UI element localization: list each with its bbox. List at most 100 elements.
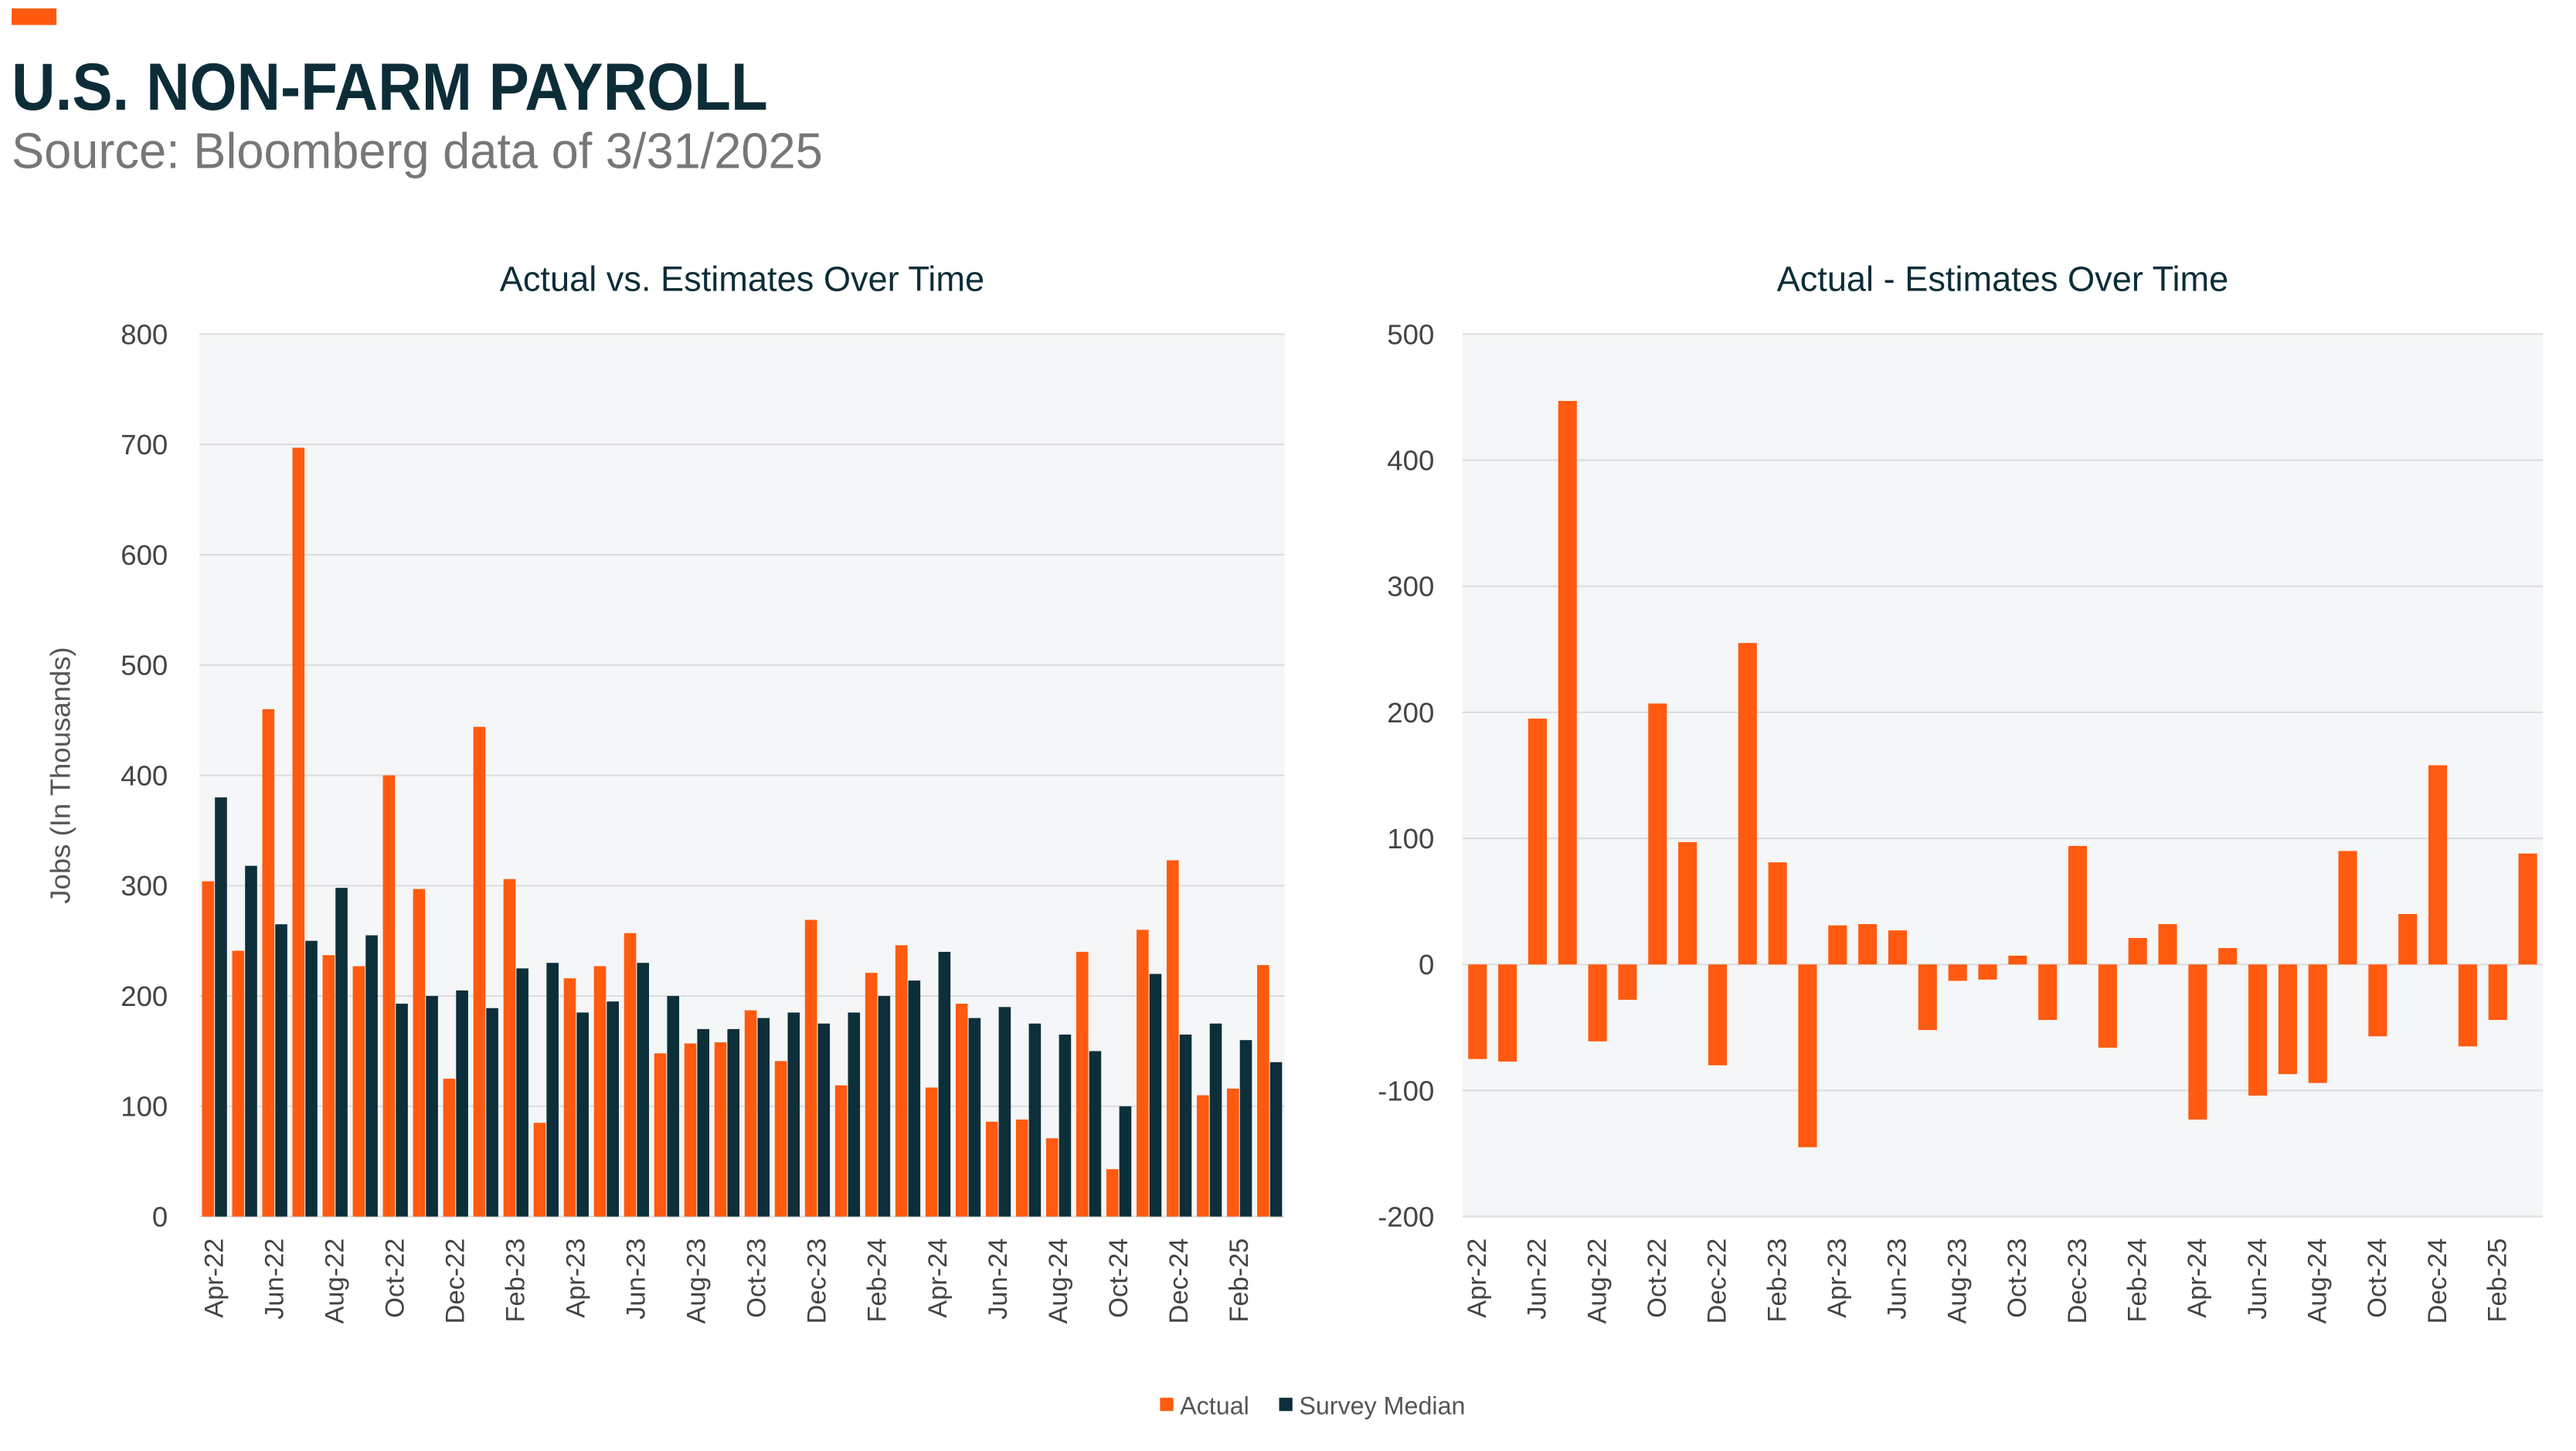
bar	[426, 996, 438, 1217]
bar	[2038, 964, 2058, 1021]
bar	[1269, 1062, 1283, 1217]
bar	[985, 1121, 998, 1217]
bar	[684, 1043, 697, 1217]
bar	[2488, 964, 2507, 1021]
x-tick-label: Apr-23	[1823, 1239, 1852, 1318]
bar	[1089, 1051, 1102, 1217]
bar	[2518, 853, 2537, 965]
x-tick-label: Apr-22	[199, 1239, 229, 1318]
x-tick-label: Feb-25	[1225, 1239, 1254, 1323]
bar	[1648, 703, 1667, 965]
x-tick-label: Aug-23	[682, 1239, 712, 1324]
bar	[2338, 851, 2357, 965]
y-tick-label: 100	[1387, 823, 1434, 855]
bar	[2188, 964, 2207, 1120]
bar	[593, 966, 607, 1217]
y-tick-label: 600	[121, 539, 168, 571]
bar	[878, 996, 891, 1217]
bar	[2068, 845, 2088, 965]
x-tick-label: Oct-24	[2363, 1239, 2392, 1318]
bar	[1978, 964, 1997, 980]
legend-label: Survey Median	[1299, 1392, 1465, 1420]
x-tick-label: Dec-23	[803, 1239, 832, 1324]
brand-mark	[12, 8, 57, 25]
bar	[757, 1018, 770, 1217]
x-tick-label: Apr-24	[923, 1239, 953, 1318]
y-tick-label: 200	[121, 980, 168, 1012]
bar	[322, 955, 335, 1217]
bar	[2368, 964, 2387, 1037]
x-tick-label: Aug-24	[1044, 1239, 1073, 1324]
y-tick-label: 100	[121, 1091, 168, 1123]
x-tick-label: Feb-23	[1762, 1239, 1792, 1323]
y-tick-label: -100	[1378, 1075, 1434, 1106]
y-tick-label: 0	[152, 1201, 168, 1233]
bar	[774, 1061, 787, 1217]
bar	[1076, 951, 1089, 1217]
bar	[834, 1085, 848, 1217]
x-tick-label: Jun-24	[984, 1239, 1013, 1320]
bar	[1468, 964, 1487, 1059]
x-tick-label: Apr-23	[562, 1239, 591, 1318]
bar	[1197, 1095, 1209, 1217]
bar	[1588, 964, 1607, 1042]
x-tick-label: Jun-22	[260, 1239, 289, 1320]
bar	[2008, 955, 2027, 965]
x-tick-label: Feb-24	[2122, 1239, 2152, 1323]
y-tick-label: 0	[1419, 949, 1434, 980]
bar	[335, 888, 348, 1217]
bar	[473, 726, 486, 1217]
bar	[533, 1123, 546, 1217]
bar	[804, 919, 817, 1217]
page-subtitle: Source: Bloomberg data of 3/31/2025	[12, 123, 823, 178]
bar	[908, 980, 921, 1217]
y-tick-label: 200	[1387, 697, 1434, 729]
bar	[2248, 964, 2268, 1096]
bar	[1918, 964, 1937, 1031]
x-tick-label: Dec-24	[2423, 1239, 2452, 1324]
y-tick-label: 400	[121, 759, 168, 791]
bar	[365, 935, 378, 1217]
bar	[955, 1004, 968, 1217]
y-tick-label: 400	[1387, 445, 1434, 477]
y-tick-label: 500	[1387, 318, 1434, 350]
bar	[2128, 938, 2147, 965]
bar	[1028, 1023, 1042, 1217]
bar	[1858, 924, 1878, 965]
x-tick-label: Dec-22	[441, 1239, 471, 1324]
x-tick-label: Aug-22	[1582, 1239, 1612, 1324]
bar	[727, 1028, 740, 1217]
legend-label: Actual	[1180, 1392, 1249, 1420]
bar	[1768, 862, 1787, 965]
page-title: U.S. NON-FARM PAYROLL	[12, 50, 768, 124]
y-tick-label: 500	[121, 650, 168, 681]
bar	[563, 978, 576, 1217]
bar	[1828, 925, 1847, 965]
bar	[305, 940, 318, 1217]
bar	[1708, 964, 1728, 1065]
y-tick-label: 800	[121, 318, 168, 350]
x-tick-label: Dec-22	[1703, 1239, 1732, 1324]
bar	[1045, 1138, 1059, 1217]
bar	[215, 797, 227, 1217]
bar	[697, 1028, 710, 1217]
bar	[352, 966, 365, 1217]
y-tick-label: 300	[1387, 571, 1434, 603]
bar	[503, 878, 516, 1217]
bar	[486, 1008, 498, 1217]
x-tick-label: Oct-22	[380, 1239, 410, 1318]
bar	[2458, 964, 2477, 1047]
bar	[262, 709, 275, 1217]
bar	[1498, 964, 1517, 1062]
bar	[787, 1012, 800, 1217]
x-tick-label: Oct-22	[1643, 1239, 1672, 1318]
x-tick-label: Aug-23	[1942, 1239, 1972, 1324]
bar	[1179, 1035, 1192, 1217]
chart-title: Actual vs. Estimates Over Time	[500, 260, 984, 299]
bar	[654, 1053, 667, 1217]
x-tick-label: Feb-23	[501, 1239, 531, 1323]
bar	[1257, 965, 1269, 1217]
bar	[413, 889, 426, 1217]
x-tick-label: Oct-23	[743, 1239, 772, 1318]
bar	[938, 951, 951, 1217]
